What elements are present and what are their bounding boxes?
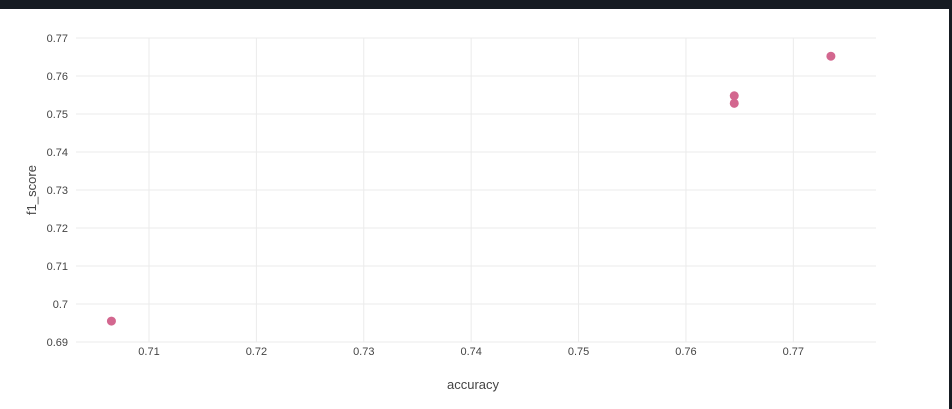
- y-tick-label: 0.69: [47, 337, 68, 349]
- grid-lines: [76, 37, 876, 343]
- x-axis-ticks: 0.71 0.72 0.73 0.74 0.75 0.76 0.77: [138, 346, 804, 358]
- x-tick-label: 0.74: [460, 346, 481, 358]
- y-tick-label: 0.77: [47, 33, 68, 45]
- x-axis-title: accuracy: [447, 377, 500, 392]
- data-point: [729, 98, 739, 108]
- data-point: [106, 316, 116, 326]
- x-tick-label: 0.76: [675, 346, 696, 358]
- y-tick-label: 0.72: [47, 223, 68, 235]
- y-tick-label: 0.7: [53, 299, 68, 311]
- y-tick-label: 0.71: [47, 261, 68, 273]
- x-tick-label: 0.71: [138, 346, 159, 358]
- window-right-edge: [949, 9, 952, 409]
- x-tick-label: 0.72: [246, 346, 267, 358]
- data-point: [729, 91, 739, 101]
- y-axis-ticks: 0.69 0.7 0.71 0.72 0.73 0.74 0.75 0.76 0.77: [47, 33, 68, 349]
- y-tick-label: 0.74: [47, 147, 68, 159]
- y-tick-label: 0.73: [47, 185, 68, 197]
- data-points: [106, 51, 836, 326]
- window-top-bar: [0, 0, 952, 9]
- y-axis-title: f1_score: [24, 165, 39, 215]
- x-tick-label: 0.77: [783, 346, 804, 358]
- y-tick-label: 0.76: [47, 71, 68, 83]
- x-tick-label: 0.75: [568, 346, 589, 358]
- x-tick-label: 0.73: [353, 346, 374, 358]
- data-point: [826, 51, 836, 61]
- y-tick-label: 0.75: [47, 109, 68, 121]
